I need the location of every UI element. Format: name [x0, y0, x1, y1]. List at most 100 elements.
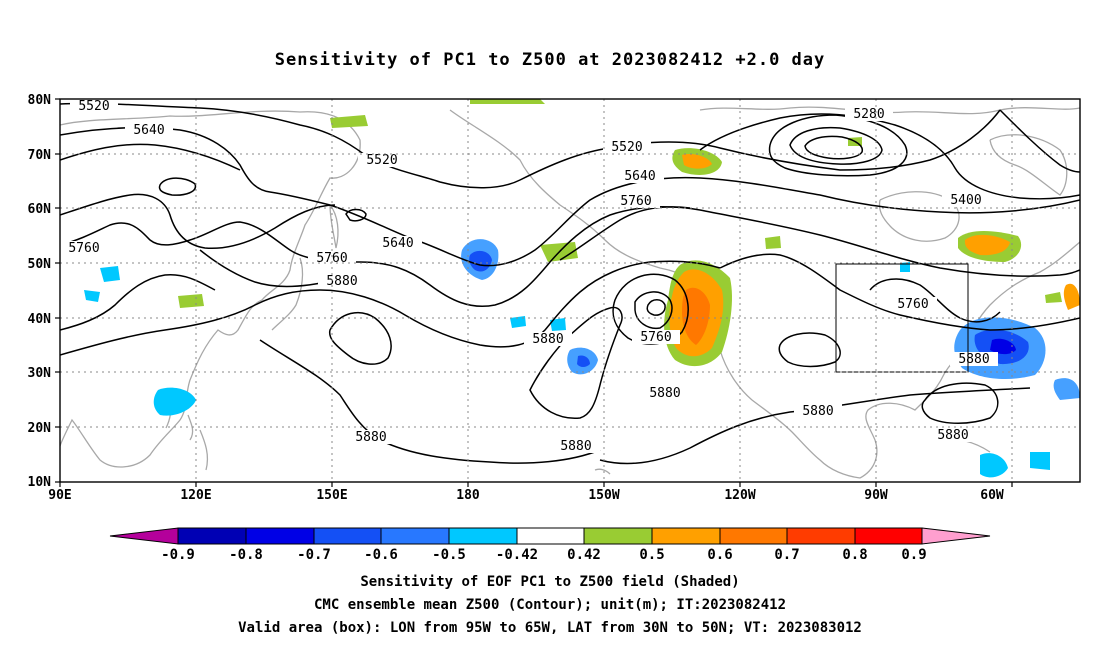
contour-label-text: 5880 [355, 430, 386, 445]
shade-green-siberia [330, 115, 368, 128]
coastline-hudson [878, 191, 960, 242]
lon-label: 150E [316, 488, 347, 503]
lon-label: 90E [48, 488, 71, 503]
colorbar-swatch [448, 527, 518, 545]
colorbar-swatch [651, 527, 721, 545]
lon-label: 180 [456, 488, 480, 503]
colorbar-swatch [854, 527, 923, 545]
contour-label-text: 5880 [560, 439, 591, 454]
coastline-hawaii [594, 468, 611, 475]
map-frame [59, 98, 1081, 483]
colorbar-label: 0.7 [774, 547, 799, 563]
shade-cyan-asia-1 [100, 266, 120, 282]
contour-5880-atl-south [921, 382, 999, 424]
shade-darkorange-ne-pacific [682, 287, 710, 345]
colorbar-label: 0.8 [842, 547, 867, 563]
contour-5880-c [599, 387, 1031, 465]
contour-5520-closed-2 [345, 208, 367, 222]
contour-label-6: 5400 [942, 193, 990, 208]
contour-5520-north [60, 102, 1001, 189]
shade-cyan-caribbean [980, 452, 1050, 478]
contour-label-4: 5520 [603, 140, 651, 155]
contour-label-3: 5520 [358, 153, 406, 168]
contour-label-8: 5760 [612, 194, 660, 209]
contour-label-text: 5760 [897, 297, 928, 312]
contour-5880-a [60, 260, 721, 356]
contour-5880-south [328, 311, 392, 365]
contour-5880-b [719, 253, 1080, 331]
contour-label-text: 5640 [624, 169, 655, 184]
colorbar-label: -0.9 [161, 547, 195, 563]
contour-5520-closed-1 [158, 177, 197, 196]
contour-label-15: 5760 [632, 330, 680, 345]
contour-5280-mid [789, 126, 883, 165]
contour-label-text: 5880 [958, 352, 989, 367]
colorbar-swatch [786, 527, 856, 545]
coastline-arctic [699, 106, 1080, 115]
contour-label-text: 5880 [326, 274, 357, 289]
coastline-asia [60, 110, 361, 468]
shade-green-east-atl [1045, 292, 1062, 303]
contour-5760-a [60, 205, 1080, 307]
contour-5880-bermuda [778, 332, 841, 368]
contour-5280-outer [768, 114, 908, 177]
contour-5760-low [612, 273, 689, 345]
colorbar-low-arrow [109, 527, 179, 545]
contour-5700-low [634, 291, 673, 330]
lon-label: 90W [864, 488, 888, 503]
shade-orange-atlantic [964, 234, 1010, 256]
contour-label-13: 5760 [889, 297, 937, 312]
colorbar-swatch [313, 527, 382, 545]
contour-5640-low [646, 299, 666, 316]
coastline-greenland [989, 134, 1068, 196]
caption-valid-area: Valid area (box): LON from 95W to 65W, L… [238, 620, 862, 636]
contour-5280-inner [804, 135, 864, 160]
coastline-philippines [187, 414, 209, 471]
coastline-japan [271, 257, 304, 331]
colorbar-swatch [583, 527, 653, 545]
contour-label-20: 5880 [552, 439, 600, 454]
axis-ticks [55, 98, 1013, 487]
lat-label: 30N [28, 366, 52, 381]
colorbar-swatch [516, 527, 585, 545]
colorbar-high-arrow [921, 527, 991, 545]
z500-contours [60, 102, 1080, 465]
contour-5640-siberia [199, 249, 336, 288]
lon-label: 120E [180, 488, 211, 503]
lat-label: 70N [28, 148, 52, 163]
contour-label-9: 5760 [60, 241, 108, 256]
contour-label-text: 5760 [640, 330, 671, 345]
shade-orange-alaska [682, 154, 712, 169]
coastline-gulf [859, 241, 1080, 479]
contour-label-text: 5520 [611, 140, 642, 155]
shade-cyan-philippines [153, 387, 196, 416]
caption-contour: CMC ensemble mean Z500 (Contour); unit(m… [313, 597, 786, 613]
contour-label-text: 5760 [68, 241, 99, 256]
contour-5400-atl2 [999, 109, 1080, 173]
colorbar-swatch [245, 527, 315, 545]
colorbar-label: -0.7 [297, 547, 331, 563]
contour-label-text: 5880 [532, 332, 563, 347]
contour-5520-upper-west [60, 143, 241, 171]
shade-green-small-1 [765, 236, 781, 249]
lon-label: 150W [588, 488, 619, 503]
contour-label-16: 5880 [950, 352, 998, 367]
contour-label-text: 5880 [802, 404, 833, 419]
contour-label-text: 5880 [937, 428, 968, 443]
contour-label-text: 5520 [366, 153, 397, 168]
colorbar-label: -0.5 [432, 547, 466, 563]
contour-labels: 5520 5640 5520 5520 5280 5400 5640 5760 … [60, 99, 998, 454]
colorbar-label: 0.42 [567, 547, 601, 563]
contour-label-11: 5760 [308, 251, 356, 266]
contour-label-21: 5880 [929, 428, 977, 443]
shade-cyan-asia-2 [84, 290, 100, 302]
colorbar-swatch [177, 527, 247, 545]
caption-shading: Sensitivity of EOF PC1 to Z500 field (Sh… [360, 574, 740, 590]
contour-label-1: 5520 [70, 99, 118, 114]
shade-blue-east-atl [1053, 378, 1080, 400]
shade-blue-west-atl-deep [990, 338, 1016, 355]
colorbar-labels: -0.9 -0.8 -0.7 -0.6 -0.5 -0.42 0.42 0.5 … [161, 547, 927, 563]
contour-label-text: 5520 [78, 99, 109, 114]
contour-5400-a [699, 113, 1080, 200]
shade-green-arctic-1 [470, 99, 545, 104]
